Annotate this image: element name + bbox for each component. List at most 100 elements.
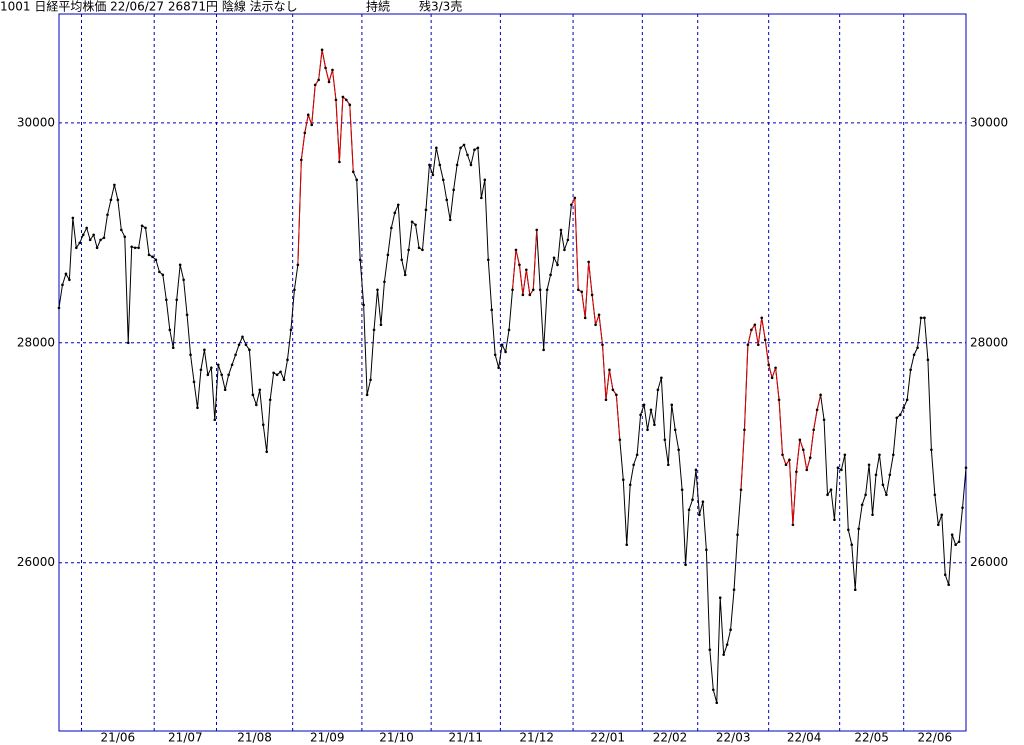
price-point <box>480 196 483 200</box>
header-status: 持続 <box>366 0 390 14</box>
price-point <box>81 233 85 237</box>
price-point <box>829 488 833 492</box>
price-point <box>286 358 289 362</box>
price-point <box>801 448 805 452</box>
x-tick-label: 21/09 <box>310 731 345 745</box>
price-point <box>535 228 539 232</box>
price-point <box>680 488 684 492</box>
price-point <box>369 378 372 382</box>
price-point <box>88 238 92 242</box>
price-point <box>580 290 584 294</box>
price-point <box>691 498 694 502</box>
price-point <box>144 226 147 230</box>
price-point <box>490 308 494 312</box>
x-tick-label: 21/06 <box>101 731 136 745</box>
price-point <box>365 393 369 397</box>
price-point <box>140 224 144 228</box>
price-point <box>732 588 736 591</box>
price-point <box>497 366 500 370</box>
price-point <box>763 338 767 342</box>
price-point <box>441 178 445 182</box>
price-point <box>684 563 687 567</box>
price-point <box>670 403 674 407</box>
price-point <box>826 493 829 497</box>
x-tick-label: 22/01 <box>590 731 625 745</box>
header-title: 1001 日経平均株価 22/06/27 26871円 陰線 法示なし <box>0 0 298 14</box>
x-tick-label: 21/07 <box>168 731 203 745</box>
price-point <box>950 533 954 537</box>
price-point <box>185 313 189 317</box>
price-point <box>462 143 466 147</box>
price-point <box>192 380 196 384</box>
price-point <box>300 158 303 162</box>
price-point <box>61 283 64 287</box>
price-point <box>646 428 649 432</box>
price-point <box>216 363 220 367</box>
price-point <box>576 288 580 292</box>
price-point <box>320 48 324 52</box>
price-point <box>469 163 473 167</box>
price-point <box>390 226 393 230</box>
price-point <box>833 518 836 522</box>
y2-tick-label: 30000 <box>970 115 1008 129</box>
price-point <box>559 228 563 232</box>
price-point <box>798 438 802 442</box>
price-point <box>898 413 902 417</box>
price-point <box>860 503 864 507</box>
price-point <box>587 260 590 264</box>
price-point <box>836 466 840 470</box>
price-point <box>961 506 964 510</box>
price-point <box>407 248 410 252</box>
price-point <box>715 701 719 705</box>
price-point <box>954 543 957 547</box>
price-point <box>843 453 847 457</box>
price-point <box>781 453 784 457</box>
price-point <box>372 328 376 332</box>
y-tick-label: 28000 <box>17 335 55 349</box>
price-point <box>628 483 632 487</box>
price-point <box>123 235 127 239</box>
price-point <box>660 376 663 380</box>
price-point <box>223 388 227 392</box>
price-point <box>213 418 217 422</box>
price-point <box>120 228 123 232</box>
price-point <box>196 406 199 410</box>
price-point <box>881 483 885 487</box>
price-point <box>78 241 82 245</box>
price-point <box>348 103 352 107</box>
price-point <box>926 358 930 362</box>
price-point <box>351 170 355 174</box>
price-point <box>615 393 618 397</box>
price-point <box>410 220 414 224</box>
price-point <box>653 423 656 427</box>
price-point <box>113 183 116 187</box>
price-point <box>500 343 504 347</box>
price-point <box>753 323 757 327</box>
price-point <box>739 488 743 492</box>
price-point <box>206 373 210 377</box>
price-point <box>445 198 449 202</box>
price-point <box>514 248 518 252</box>
price-point <box>182 278 185 282</box>
price-point <box>518 263 521 267</box>
price-point <box>760 316 764 320</box>
price-point <box>919 316 923 320</box>
price-point <box>116 198 120 202</box>
price-point <box>677 448 680 452</box>
price-point <box>376 288 379 292</box>
price-point <box>905 398 909 402</box>
price-point <box>666 463 670 467</box>
price-point <box>736 533 739 537</box>
price-point <box>538 288 542 292</box>
price-point <box>632 463 635 467</box>
price-point <box>840 468 843 472</box>
price-point <box>549 273 552 277</box>
price-point <box>608 368 611 372</box>
price-point <box>268 398 272 402</box>
price-point <box>642 403 646 407</box>
price-point <box>940 513 944 517</box>
price-point <box>756 343 760 347</box>
price-point <box>438 163 442 167</box>
